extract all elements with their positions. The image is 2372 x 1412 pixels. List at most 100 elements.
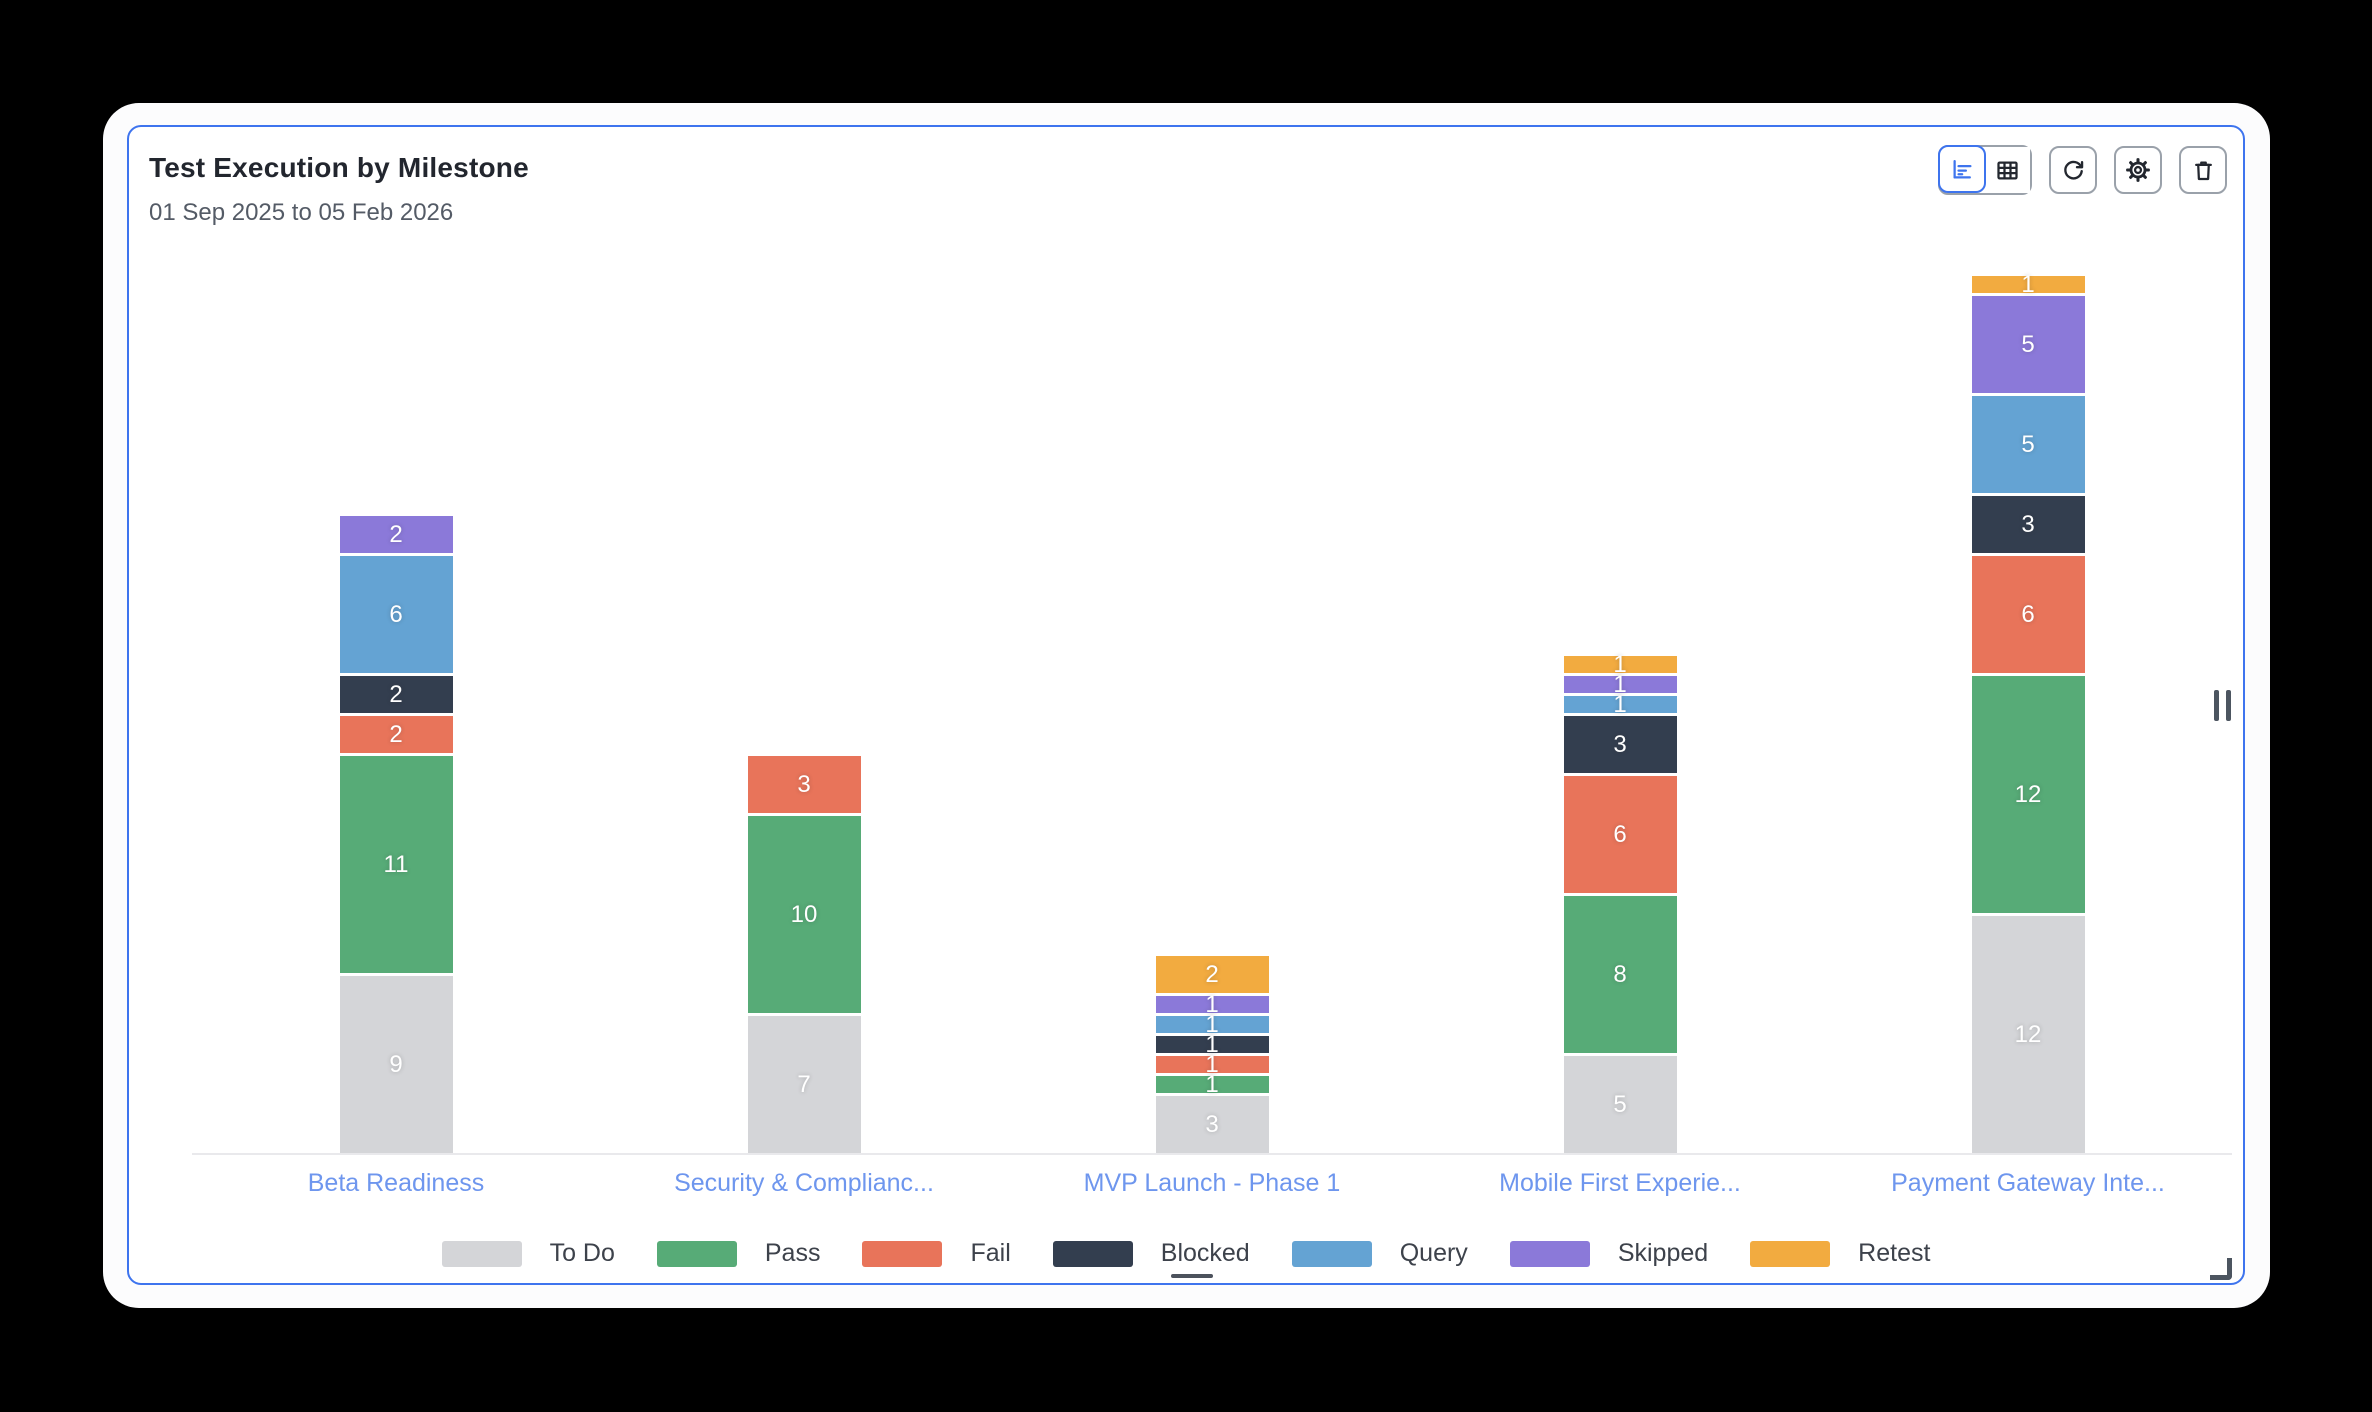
bar-column-beta-readiness: 9 11 2 2 6 2: [192, 127, 600, 1153]
bar-segment-to-do[interactable]: 7: [747, 1016, 861, 1153]
legend-label: Retest: [1858, 1239, 1931, 1267]
chart-view-button[interactable]: [1938, 145, 1986, 193]
bar-stack: 12 12 6 3 5 5 1: [1971, 272, 2085, 1153]
bar-segment-skipped[interactable]: 5: [1971, 296, 2085, 393]
bar-segment-skipped[interactable]: 2: [339, 516, 453, 553]
bar-segment-fail[interactable]: 6: [1971, 556, 2085, 673]
category-label-payment-gateway-inte[interactable]: Payment Gateway Inte...: [1891, 1169, 2165, 1197]
delete-button[interactable]: [2179, 146, 2227, 194]
category-label-mobile-first-experie[interactable]: Mobile First Experie...: [1499, 1169, 1741, 1197]
legend-item-pass[interactable]: Pass: [656, 1239, 820, 1268]
resize-handle-corner[interactable]: [2210, 1258, 2232, 1280]
category-label-security-complianc[interactable]: Security & Complianc...: [674, 1169, 934, 1197]
page-title: Test Execution by Milestone: [149, 152, 529, 183]
bar-segment-pass[interactable]: 8: [1563, 896, 1677, 1053]
bar-stack: 9 11 2 2 6 2: [339, 516, 453, 1153]
bar-segment-fail[interactable]: 3: [747, 756, 861, 813]
legend-label: Fail: [970, 1239, 1011, 1267]
bar-segment-to-do[interactable]: 3: [1155, 1096, 1269, 1153]
bar-segment-fail[interactable]: 6: [1563, 776, 1677, 893]
bar-segment-skipped[interactable]: 1: [1155, 992, 1269, 1016]
segment-value-label: 1: [1613, 670, 1627, 698]
date-range: 01 Sep 2025 to 05 Feb 2026: [149, 199, 454, 226]
bar-segment-query[interactable]: 6: [339, 556, 453, 673]
bar-segment-skipped[interactable]: 1: [1563, 672, 1677, 696]
segment-value-label: 1: [1205, 1030, 1219, 1058]
bar-stack: 7 10 3: [747, 756, 861, 1153]
bar-segment-query[interactable]: 1: [1155, 1012, 1269, 1036]
refresh-button[interactable]: [2049, 146, 2097, 194]
segment-value-label: 5: [2021, 430, 2035, 458]
category-label-mvp-launch-phase-1[interactable]: MVP Launch - Phase 1: [1083, 1169, 1341, 1197]
legend-swatch: [441, 1240, 522, 1267]
legend-swatch: [1291, 1240, 1372, 1267]
segment-value-label: 1: [1205, 1010, 1219, 1038]
legend-swatch: [1509, 1240, 1590, 1267]
legend-item-query[interactable]: Query: [1291, 1239, 1468, 1268]
legend-item-to-do[interactable]: To Do: [441, 1239, 615, 1268]
bar-segment-pass[interactable]: 10: [747, 816, 861, 1013]
segment-value-label: 2: [389, 520, 403, 548]
bar-segment-pass[interactable]: 11: [339, 756, 453, 973]
segment-value-label: 7: [797, 1070, 811, 1098]
bar-segment-blocked[interactable]: 1: [1155, 1032, 1269, 1056]
segment-value-label: 2: [389, 680, 403, 708]
legend-swatch: [862, 1240, 943, 1267]
segment-value-label: 6: [2021, 600, 2035, 628]
legend-item-skipped[interactable]: Skipped: [1509, 1239, 1709, 1268]
table-view-button[interactable]: [1984, 147, 2030, 193]
legend-label: To Do: [549, 1239, 615, 1267]
segment-value-label: 1: [1205, 990, 1219, 1018]
widget-toolbar: [1938, 145, 2227, 195]
plot-area: 9 11 2 2 6 2 7 10 3 3 1 1 1 1 1 2 5 8 6 3 1 1 1 12 12 6 3 5 5 1: [192, 127, 2232, 1153]
bar-segment-query[interactable]: 1: [1563, 692, 1677, 716]
segment-value-label: 6: [1613, 820, 1627, 848]
segment-value-label: 12: [2014, 780, 2042, 808]
bar-segment-query[interactable]: 5: [1971, 396, 2085, 493]
bar-segment-retest[interactable]: 1: [1971, 272, 2085, 296]
bar-segment-fail[interactable]: 2: [339, 716, 453, 753]
legend-item-blocked[interactable]: Blocked: [1052, 1239, 1250, 1278]
chart-widget: Test Execution by Milestone 01 Sep 2025 …: [127, 125, 2245, 1285]
segment-value-label: 1: [1613, 650, 1627, 678]
bar-segment-to-do[interactable]: 5: [1563, 1056, 1677, 1153]
legend-item-retest[interactable]: Retest: [1750, 1239, 1930, 1268]
bar-segment-pass[interactable]: 12: [1971, 676, 2085, 913]
bar-segment-blocked[interactable]: 3: [1563, 716, 1677, 773]
category-label-beta-readiness[interactable]: Beta Readiness: [307, 1169, 485, 1197]
table-grid-icon: [1994, 157, 2021, 184]
bar-segment-to-do[interactable]: 12: [1971, 916, 2085, 1153]
segment-value-label: 3: [1205, 1110, 1219, 1138]
settings-button[interactable]: [2114, 146, 2162, 194]
bar-segment-to-do[interactable]: 9: [339, 976, 453, 1153]
bar-segment-retest[interactable]: 2: [1155, 956, 1269, 993]
legend-drag-indicator: [1170, 1274, 1213, 1278]
bar-segment-pass[interactable]: 1: [1155, 1072, 1269, 1096]
bar-segment-blocked[interactable]: 2: [339, 676, 453, 713]
legend-swatch: [656, 1240, 737, 1267]
legend-swatch: [1750, 1240, 1831, 1267]
segment-value-label: 3: [797, 770, 811, 798]
bar-chart-icon: [1949, 156, 1976, 183]
bar-segment-fail[interactable]: 1: [1155, 1052, 1269, 1076]
resize-handle-right[interactable]: [2214, 690, 2231, 721]
bar-segment-blocked[interactable]: 3: [1971, 496, 2085, 553]
refresh-icon: [2060, 157, 2087, 184]
segment-value-label: 10: [790, 900, 818, 928]
segment-value-label: 9: [389, 1050, 403, 1078]
segment-value-label: 2: [1205, 960, 1219, 988]
legend-label: Blocked: [1160, 1239, 1250, 1267]
legend-swatch: [1052, 1240, 1133, 1267]
segment-value-label: 11: [383, 850, 409, 878]
legend-item-fail[interactable]: Fail: [862, 1239, 1011, 1268]
legend-label: Skipped: [1617, 1239, 1709, 1267]
bar-segment-retest[interactable]: 1: [1563, 652, 1677, 676]
segment-value-label: 1: [1613, 690, 1627, 718]
segment-value-label: 6: [389, 600, 403, 628]
segment-value-label: 5: [1613, 1090, 1627, 1118]
segment-value-label: 1: [1205, 1050, 1219, 1078]
chart-legend: To Do Pass Fail Blocked Query Skipped Retest: [129, 1239, 2243, 1278]
